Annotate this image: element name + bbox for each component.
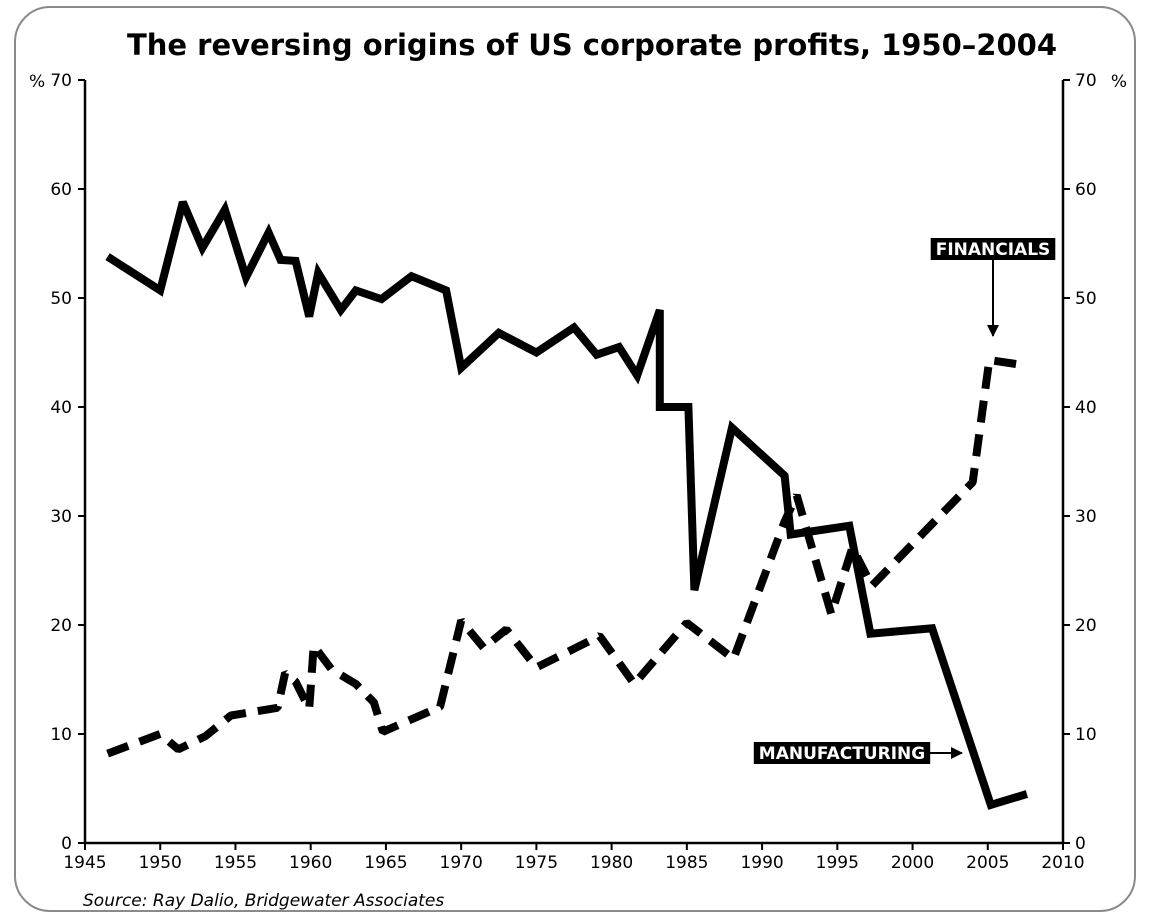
annotation-layer: FINANCIALS MANUFACTURING — [753, 238, 1056, 764]
x-tick-label: 1975 — [515, 853, 558, 873]
y-tick-label-left: 40 — [50, 398, 72, 418]
y-tick-label-left: 10 — [50, 725, 72, 745]
annotation-arrow-head — [951, 747, 963, 759]
x-tick-label: 1980 — [590, 853, 633, 873]
x-tick-label: 1970 — [440, 853, 483, 873]
x-tick-label: 1950 — [139, 853, 182, 873]
annotation-arrow-head — [987, 325, 999, 337]
chart-title: The reversing origins of US corporate pr… — [127, 28, 1057, 62]
y-tick-label-left: 50 — [50, 289, 72, 309]
y-tick-label-left: 0 — [61, 834, 72, 854]
annotation-label-bg — [753, 742, 931, 764]
series-layer — [105, 199, 1029, 810]
y-axis-ticks: 0 0 10 10 20 20 30 30 40 40 50 50 60 60 70 70 — [50, 71, 1096, 854]
y-tick-label-left: 20 — [50, 616, 72, 636]
y-axis-left-unit: % — [29, 72, 45, 92]
x-tick-label: 1965 — [364, 853, 407, 873]
x-tick-label: 2010 — [1041, 853, 1084, 873]
x-tick-label: 2000 — [891, 853, 934, 873]
series-line-financials — [106, 356, 1028, 758]
axes — [83, 80, 1065, 845]
annotation-label: FINANCIALS — [936, 240, 1051, 260]
y-tick-label-right: 40 — [1075, 398, 1097, 418]
annotation-label-bg — [930, 238, 1056, 260]
annotation-label: MANUFACTURING — [759, 744, 925, 764]
y-tick-label-left: 60 — [50, 180, 72, 200]
y-tick-label-right: 70 — [1075, 71, 1097, 91]
x-tick-label: 1995 — [816, 853, 859, 873]
x-tick-label: 1945 — [63, 853, 106, 873]
y-tick-label-right: 50 — [1075, 289, 1097, 309]
y-tick-label-right: 10 — [1075, 725, 1097, 745]
y-axis-right-unit: % — [1111, 72, 1127, 92]
series-line-manufacturing — [105, 199, 1029, 810]
source-note: Source: Ray Dalio, Bridgewater Associate… — [83, 891, 444, 911]
x-tick-label: 1955 — [214, 853, 257, 873]
x-tick-label: 2005 — [966, 853, 1009, 873]
y-tick-label-right: 20 — [1075, 616, 1097, 636]
x-tick-label: 1960 — [289, 853, 332, 873]
y-tick-label-right: 60 — [1075, 180, 1097, 200]
x-tick-label: 1985 — [665, 853, 708, 873]
y-tick-label-right: 30 — [1075, 507, 1097, 527]
annotation-financials: FINANCIALS — [930, 238, 1056, 337]
chart-frame — [14, 6, 1136, 912]
y-tick-label-left: 30 — [50, 507, 72, 527]
y-tick-label-left: 70 — [50, 71, 72, 91]
annotation-manufacturing: MANUFACTURING — [753, 742, 963, 764]
x-tick-label: 1990 — [740, 853, 783, 873]
x-axis-ticks: 1945 1950 1955 1960 1965 1970 1975 1980 1985 1990… — [63, 843, 1085, 873]
y-tick-label-right: 0 — [1075, 834, 1086, 854]
